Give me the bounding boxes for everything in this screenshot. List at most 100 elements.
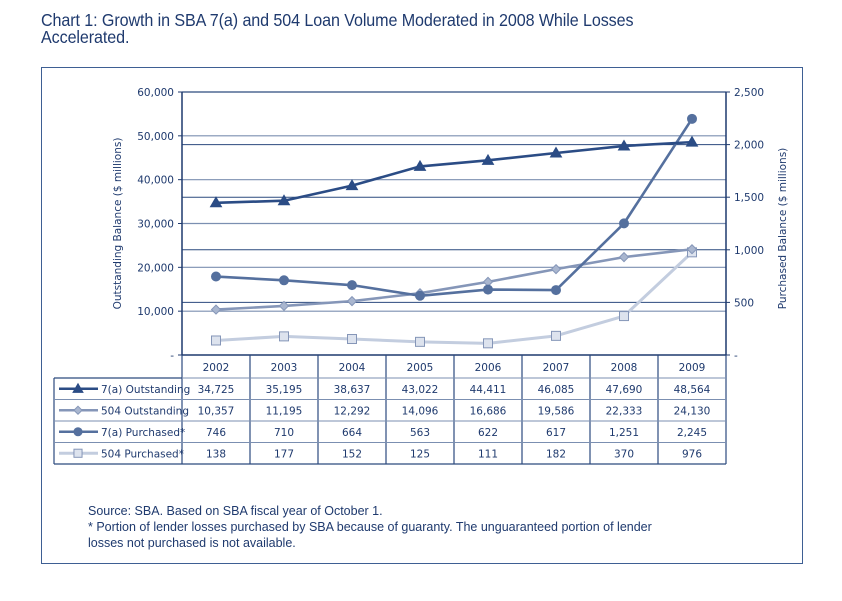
table-cell-value: 152 (342, 448, 362, 460)
point-504-purchased (347, 334, 357, 345)
point-7-a-purchased (551, 285, 561, 296)
point-504-outstanding (278, 300, 290, 312)
legend-marker-7-a-outstanding (72, 382, 84, 393)
right-tick-label: 1,500 (734, 192, 764, 204)
legend-label-7-a-outstanding: 7(a) Outstanding (101, 384, 190, 396)
series-line-504-purchased (215, 251, 694, 345)
legend-label-7-a-purchased: 7(a) Purchased* (101, 427, 185, 439)
point-504-outstanding (618, 251, 630, 263)
table-cell-value: 976 (682, 448, 702, 460)
table-cell-value: 2,245 (677, 427, 707, 439)
table-cell-value: 43,022 (402, 384, 439, 396)
table-header-year: 2008 (611, 362, 638, 374)
point-7-a-outstanding (549, 146, 563, 158)
right-tick-label: - (734, 350, 738, 362)
table-header-year: 2006 (475, 362, 502, 374)
table-header-year: 2005 (407, 362, 434, 374)
table-cell-value: 47,690 (606, 384, 643, 396)
left-axis-title: Outstanding Balance ($ millions) (112, 138, 124, 310)
left-tick-label: 50,000 (137, 131, 174, 143)
table-cell-value: 34,725 (198, 384, 235, 396)
series-line-504-outstanding (215, 247, 693, 311)
legend-marker-7-a-purchased (73, 427, 83, 437)
point-7-a-purchased (347, 280, 357, 291)
right-tick-label: 1,000 (734, 245, 764, 257)
table-cell-value: 664 (342, 427, 362, 439)
right-axis-title: Purchased Balance ($ millions) (777, 148, 789, 310)
left-tick-label: 10,000 (137, 306, 174, 318)
table-cell-value: 563 (410, 427, 430, 439)
point-7-a-purchased (483, 284, 493, 295)
table-cell-value: 48,564 (674, 384, 711, 396)
legend-label-504-outstanding: 504 Outstanding (101, 405, 189, 417)
point-7-a-outstanding (345, 179, 359, 191)
point-7-a-purchased (211, 271, 221, 282)
table-cell-value: 46,085 (538, 384, 575, 396)
point-7-a-purchased (619, 218, 629, 229)
table-header-year: 2007 (543, 362, 570, 374)
table-cell-value: 1,251 (609, 427, 639, 439)
left-tick-label: - (170, 350, 174, 362)
chart-notes: Source: SBA. Based on SBA fiscal year of… (88, 503, 652, 551)
legend-marker-504-outstanding (73, 405, 83, 416)
legend-label-504-purchased: 504 Purchased* (101, 448, 184, 460)
table-cell-value: 22,333 (606, 405, 643, 417)
point-504-purchased (415, 336, 425, 347)
table-cell-value: 16,686 (470, 405, 507, 417)
point-7-a-outstanding (617, 139, 631, 151)
source-note: Source: SBA. Based on SBA fiscal year of… (88, 504, 383, 518)
point-504-purchased (483, 338, 493, 349)
table-cell-value: 35,195 (266, 384, 303, 396)
left-tick-label: 30,000 (137, 219, 174, 231)
left-tick-label: 20,000 (137, 262, 174, 274)
point-7-a-outstanding (209, 196, 223, 208)
point-7-a-purchased (687, 113, 697, 124)
chart-title-line-1: Chart 1: Growth in SBA 7(a) and 504 Loan… (41, 10, 634, 30)
table-cell-value: 10,357 (198, 405, 235, 417)
table-cell-value: 182 (546, 448, 566, 460)
table-cell-value: 622 (478, 427, 498, 439)
table-header-year: 2009 (679, 362, 706, 374)
point-504-outstanding (686, 244, 698, 255)
table-header-year: 2002 (203, 362, 230, 374)
point-504-outstanding (210, 304, 222, 315)
chart-title: Chart 1: Growth in SBA 7(a) and 504 Loan… (41, 10, 722, 47)
table-cell-value: 44,411 (470, 384, 507, 396)
table-cell-value: 138 (206, 448, 226, 460)
right-tick-label: 2,500 (734, 87, 764, 99)
footnote-line-1: * Portion of lender losses purchased by … (88, 520, 652, 534)
point-7-a-purchased (279, 275, 289, 286)
table-cell-value: 617 (546, 427, 566, 439)
table-cell-value: 177 (274, 448, 294, 460)
point-7-a-outstanding (481, 153, 495, 165)
table-cell-value: 38,637 (334, 384, 371, 396)
series-line-7-a-outstanding (215, 140, 693, 205)
series-line-7-a-purchased (215, 118, 694, 298)
point-7-a-outstanding (685, 135, 699, 147)
point-504-purchased (211, 335, 221, 346)
table-cell-value: 12,292 (334, 405, 371, 417)
table-cell-value: 125 (410, 448, 430, 460)
table-cell-value: 370 (614, 448, 634, 460)
table-cell-value: 11,195 (266, 405, 303, 417)
point-7-a-outstanding (413, 159, 427, 171)
table-cell-value: 710 (274, 427, 294, 439)
right-tick-label: 500 (734, 297, 754, 309)
left-tick-label: 40,000 (137, 175, 174, 187)
point-504-outstanding (550, 263, 562, 275)
table-header-year: 2004 (339, 362, 366, 374)
point-504-purchased (279, 331, 289, 342)
chart-title-line-2: Accelerated. (41, 27, 130, 47)
chart-frame (41, 67, 803, 564)
point-504-outstanding (346, 295, 358, 307)
table-cell-value: 111 (478, 448, 498, 460)
point-7-a-purchased (415, 290, 425, 301)
table-cell-value: 24,130 (674, 405, 711, 417)
right-tick-label: 2,000 (734, 140, 764, 152)
table-cell-value: 746 (206, 427, 226, 439)
table-cell-value: 14,096 (402, 405, 439, 417)
legend-marker-504-purchased (73, 448, 83, 458)
table-cell-value: 19,586 (538, 405, 575, 417)
table-header-year: 2003 (271, 362, 298, 374)
